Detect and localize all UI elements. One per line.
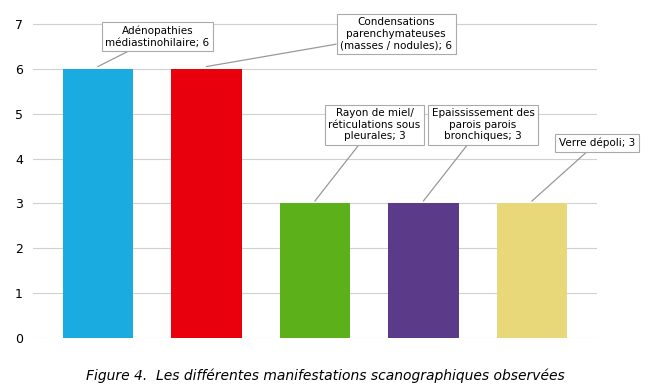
Bar <box>171 69 242 338</box>
Bar <box>280 204 350 338</box>
Text: Rayon de miel/
réticulations sous
pleurales; 3: Rayon de miel/ réticulations sous pleura… <box>315 108 421 201</box>
Text: Figure 4.  Les différentes manifestations scanographiques observées: Figure 4. Les différentes manifestations… <box>86 369 564 383</box>
Text: Verre dépoli; 3: Verre dépoli; 3 <box>532 137 635 201</box>
Text: Epaississement des
parois parois
bronchiques; 3: Epaississement des parois parois bronchi… <box>423 108 534 201</box>
Text: Condensations
parenchymateuses
(masses / nodules); 6: Condensations parenchymateuses (masses /… <box>206 17 452 66</box>
Bar <box>497 204 567 338</box>
Bar <box>388 204 458 338</box>
Bar <box>62 69 133 338</box>
Text: Adénopathies
médiastinohilaire; 6: Adénopathies médiastinohilaire; 6 <box>98 25 209 66</box>
